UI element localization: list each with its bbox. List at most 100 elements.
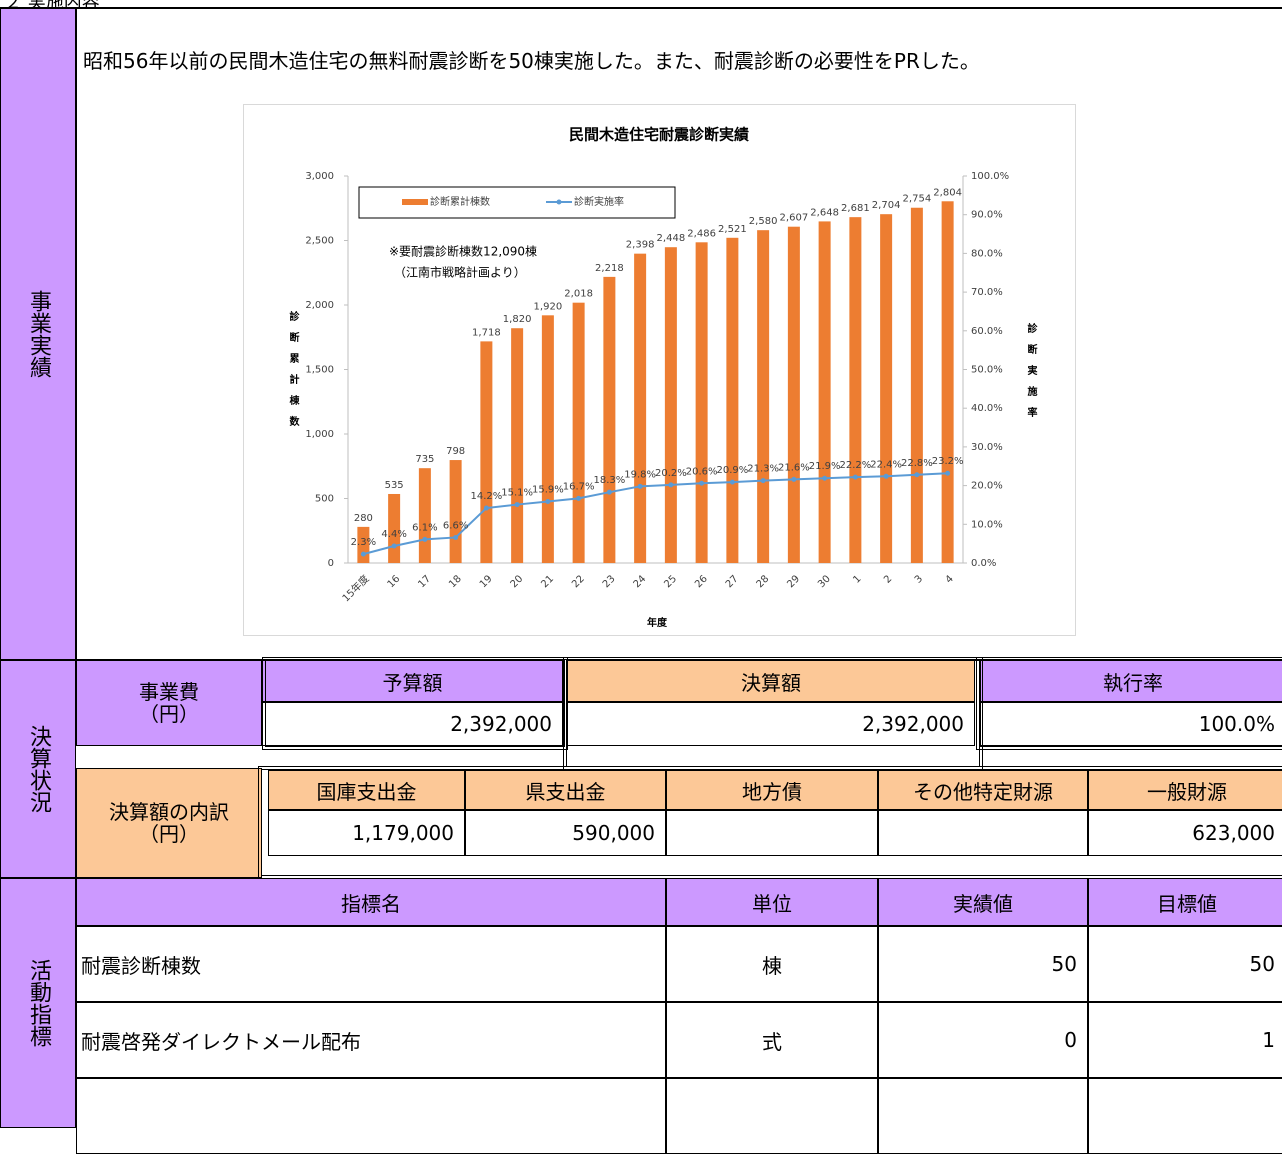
bar (480, 341, 493, 563)
breakdown-value (666, 810, 878, 856)
line-marker (822, 475, 828, 481)
line-marker (391, 543, 397, 549)
x-tick-label: 29 (785, 573, 802, 590)
line-marker (637, 483, 643, 489)
breakdown-value: 590,000 (465, 810, 666, 856)
breakdown-header: 県支出金 (465, 770, 666, 810)
line-marker (453, 534, 459, 540)
line-value-label: 4.4% (381, 529, 406, 540)
bar (849, 217, 862, 563)
label-line: （円） (139, 702, 199, 726)
line-marker (545, 498, 551, 504)
x-tick-label: 4 (944, 573, 956, 585)
breakdown-value: 623,000 (1088, 810, 1282, 856)
line-marker (852, 474, 858, 480)
x-tick-label: 23 (601, 573, 618, 590)
line-value-label: 21.6% (778, 462, 810, 473)
breakdown-value (878, 810, 1088, 856)
indicator-header: 目標値 (1088, 878, 1282, 926)
line-value-label: 20.6% (686, 466, 718, 477)
annotation: （江南市戦略計画より） (394, 265, 526, 280)
budget-value: 100.0% (980, 702, 1282, 746)
bar (634, 253, 647, 563)
x-tick-label: 16 (386, 573, 403, 590)
budget-label: 事業費 （円） (76, 660, 262, 746)
y2-tick-label: 0.0% (971, 558, 996, 569)
breakdown-header: 一般財源 (1088, 770, 1282, 810)
legend-label: 診断累計棟数 (430, 195, 490, 208)
bar (787, 226, 800, 563)
line-value-label: 20.9% (716, 465, 748, 476)
line-value-label: 15.9% (532, 484, 564, 495)
y2-tick-label: 100.0% (971, 171, 1009, 182)
y2-tick-label: 60.0% (971, 326, 1003, 337)
breakdown-header: 地方債 (666, 770, 878, 810)
indicator-cell (1088, 1078, 1282, 1154)
bar-value-label: 1,820 (503, 314, 532, 325)
line-value-label: 23.2% (932, 456, 964, 467)
line-value-label: 20.2% (655, 468, 687, 479)
bar (418, 468, 431, 563)
indicator-cell: 棟 (666, 926, 878, 1002)
x-tick-label: 15年度 (339, 572, 371, 604)
indicator-cell (76, 1078, 666, 1154)
y-tick-label: 2,500 (305, 236, 334, 247)
bar-value-label: 2,648 (810, 207, 839, 218)
budget-value: 2,392,000 (262, 702, 563, 746)
budget-value: 2,392,000 (567, 702, 975, 746)
bar (880, 214, 893, 563)
y-axis-label: 診断累計棟数 (287, 310, 299, 437)
line-value-label: 6.6% (443, 520, 468, 531)
line-marker (514, 502, 520, 508)
y2-tick-label: 80.0% (971, 248, 1003, 259)
line-value-label: 18.3% (593, 475, 625, 486)
y2-tick-label: 10.0% (971, 519, 1003, 530)
budget-header: 予算額 (262, 660, 563, 702)
line-marker (760, 478, 766, 484)
section-label: 活動指標 (0, 878, 76, 1128)
bar-value-label: 535 (385, 480, 404, 491)
line-marker (883, 473, 889, 479)
line-marker (699, 480, 705, 486)
indicator-header: 単位 (666, 878, 878, 926)
bar (941, 201, 954, 563)
bar-value-label: 798 (446, 446, 465, 457)
indicator-header: 実績値 (878, 878, 1088, 926)
line-value-label: 14.2% (470, 491, 502, 502)
x-axis-label: 年度 (647, 616, 668, 629)
line-marker (576, 495, 582, 501)
bar-value-label: 2,754 (903, 194, 932, 205)
x-tick-label: 26 (693, 573, 710, 590)
line-value-label: 22.2% (839, 460, 871, 471)
y-tick-label: 2,000 (305, 300, 334, 311)
legend-swatch (402, 199, 428, 205)
indicator-cell (666, 1078, 878, 1154)
indicator-cell (878, 1078, 1088, 1154)
line (363, 472, 948, 556)
line-value-label: 21.9% (809, 461, 841, 472)
bar (541, 315, 554, 563)
x-tick-label: 17 (416, 573, 433, 590)
bar-value-label: 280 (354, 513, 373, 524)
chart-title: 民間木造住宅耐震診断実績 (569, 126, 749, 144)
line-marker (729, 479, 735, 485)
y-tick-label: 3,000 (305, 171, 334, 182)
x-tick-label: 20 (509, 573, 526, 590)
section-label: 事業実績 (0, 8, 76, 660)
bar-value-label: 2,448 (657, 233, 686, 244)
bar-value-label: 735 (415, 454, 434, 465)
line-marker (791, 476, 797, 482)
bar-value-label: 1,920 (534, 301, 563, 312)
indicator-header: 指標名 (76, 878, 666, 926)
bar (449, 460, 462, 563)
label-line: （円） (139, 822, 199, 846)
y-tick-label: 1,000 (305, 429, 334, 440)
y2-tick-label: 50.0% (971, 365, 1003, 376)
x-tick-label: 18 (447, 573, 464, 590)
line-marker (422, 536, 428, 542)
section-label: 決算状況 (0, 660, 76, 878)
line-marker (360, 551, 366, 557)
line-value-label: 19.8% (624, 469, 656, 480)
indicator-cell: 式 (666, 1002, 878, 1078)
